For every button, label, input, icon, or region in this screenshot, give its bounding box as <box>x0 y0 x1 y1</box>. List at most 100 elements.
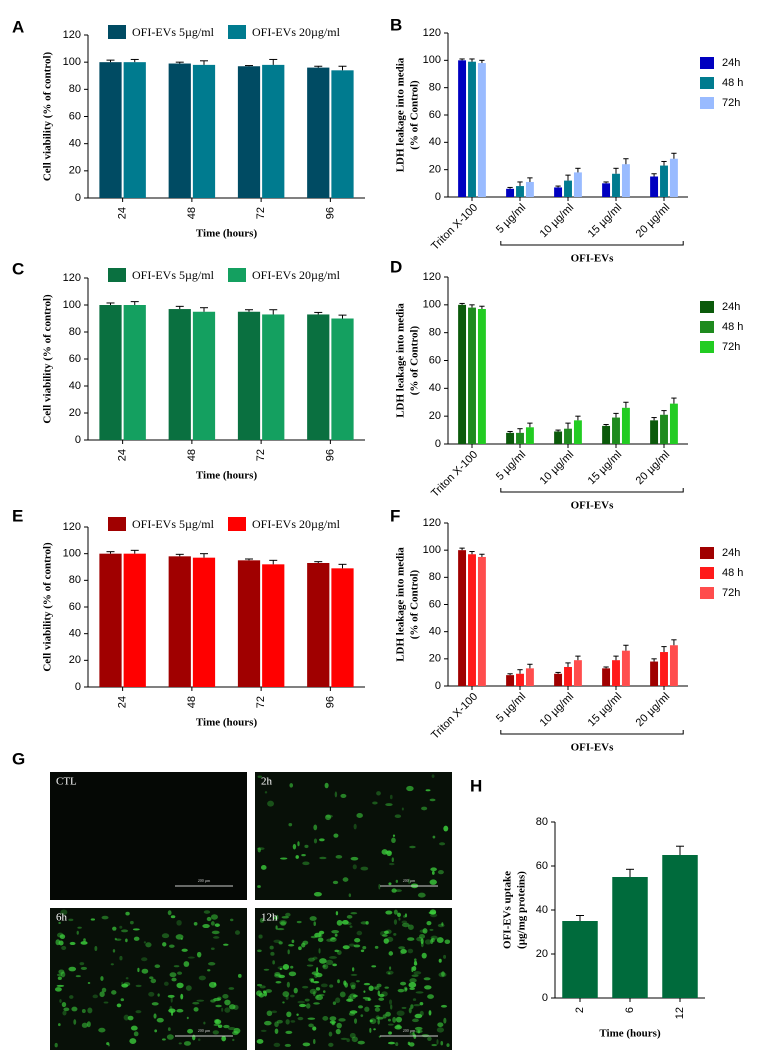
bar <box>660 414 668 444</box>
cell-signal <box>389 794 393 800</box>
cell-signal <box>396 912 401 917</box>
cell-signal <box>371 986 378 990</box>
cell-signal <box>431 774 435 778</box>
cell-signal <box>350 973 358 976</box>
cell-signal <box>260 864 267 870</box>
bar <box>331 318 354 440</box>
cell-signal <box>328 1031 333 1037</box>
x-tick-label: 20 µg/ml <box>634 449 672 487</box>
cell-signal <box>422 928 428 934</box>
cell-signal <box>187 1028 194 1034</box>
cell-signal <box>54 987 62 992</box>
legend-swatch <box>700 57 714 69</box>
legend-label: 72h <box>722 587 740 599</box>
legend-label: OFI-EVs 20µg/ml <box>252 25 341 39</box>
cell-signal <box>385 1011 391 1017</box>
x-tick-label: 72 <box>255 207 267 219</box>
bar <box>506 675 515 686</box>
cell-signal <box>315 994 324 1001</box>
cell-signal <box>69 995 74 999</box>
x-axis-label: Time (hours) <box>196 470 258 482</box>
cell-signal <box>356 813 363 819</box>
cell-signal <box>170 915 176 919</box>
y-tick-label: 0 <box>435 680 441 692</box>
cell-signal <box>276 1019 283 1024</box>
legend-swatch <box>700 301 714 313</box>
cell-signal <box>309 988 317 995</box>
bar <box>660 165 668 197</box>
cell-signal <box>340 793 347 798</box>
cell-signal <box>390 1004 393 1010</box>
image-label: 6h <box>56 912 68 924</box>
cell-signal <box>68 918 74 922</box>
cell-signal <box>384 930 389 935</box>
cell-signal <box>257 949 262 953</box>
cell-signal <box>71 1006 78 1012</box>
cell-signal <box>419 1010 424 1017</box>
cell-signal <box>415 991 424 994</box>
cell-signal <box>151 1002 159 1006</box>
cell-signal <box>427 1036 432 1041</box>
cell-signal <box>232 1031 239 1036</box>
cell-signal <box>301 853 306 857</box>
y-tick-label: 60 <box>429 598 441 610</box>
y-tick-label: 100 <box>423 54 441 66</box>
cell-signal <box>360 866 369 871</box>
cell-signal <box>167 994 175 998</box>
cell-signal <box>436 1039 439 1045</box>
y-tick-label: 40 <box>429 626 441 638</box>
cell-signal <box>428 1010 432 1016</box>
bar <box>477 556 486 686</box>
x-tick-label: 48 <box>186 696 198 708</box>
cell-signal <box>257 847 261 853</box>
bar <box>602 668 611 686</box>
cell-signal <box>224 1007 231 1013</box>
y-tick-label: 80 <box>429 82 441 94</box>
cell-signal <box>340 1037 348 1041</box>
cell-signal <box>135 1010 142 1014</box>
cell-signal <box>391 837 396 844</box>
cell-signal <box>257 885 261 888</box>
cell-signal <box>346 1038 350 1043</box>
cell-signal <box>440 1040 444 1046</box>
cell-signal <box>157 993 160 997</box>
cell-signal <box>431 1043 438 1047</box>
bar <box>669 645 678 686</box>
x-tick-label: 10 µg/ml <box>538 691 576 729</box>
y-tick-label: 80 <box>69 83 81 95</box>
cell-signal <box>274 1028 279 1034</box>
cell-signal <box>318 948 321 954</box>
y-tick-label: 80 <box>69 326 81 338</box>
cell-signal <box>421 806 428 811</box>
cell-signal <box>393 919 398 925</box>
cell-signal <box>306 964 314 967</box>
cell-signal <box>384 986 389 989</box>
cell-signal <box>266 1010 273 1017</box>
cell-signal <box>265 989 272 993</box>
cell-signal <box>332 1001 337 1005</box>
cell-signal <box>222 943 229 946</box>
cell-signal <box>295 855 299 859</box>
bar <box>650 176 659 197</box>
cell-signal <box>391 888 397 893</box>
cell-signal <box>166 1034 174 1040</box>
cell-signal <box>263 968 270 971</box>
cell-signal <box>186 1016 189 1020</box>
cell-signal <box>412 998 417 1001</box>
cell-signal <box>408 1042 415 1047</box>
cell-signal <box>291 939 295 944</box>
cell-signal <box>322 990 326 993</box>
bar <box>477 309 486 444</box>
cell-signal <box>198 1038 201 1042</box>
cell-signal <box>401 1006 407 1010</box>
legend-label: 48 h <box>722 77 743 89</box>
cell-signal <box>312 981 320 984</box>
cell-signal <box>129 920 134 925</box>
cell-signal <box>326 938 333 942</box>
cell-signal <box>324 782 329 789</box>
cell-signal <box>59 999 62 1003</box>
cell-signal <box>177 971 183 975</box>
cell-signal <box>432 835 436 839</box>
cell-signal <box>407 924 414 930</box>
cell-signal <box>227 1026 236 1031</box>
